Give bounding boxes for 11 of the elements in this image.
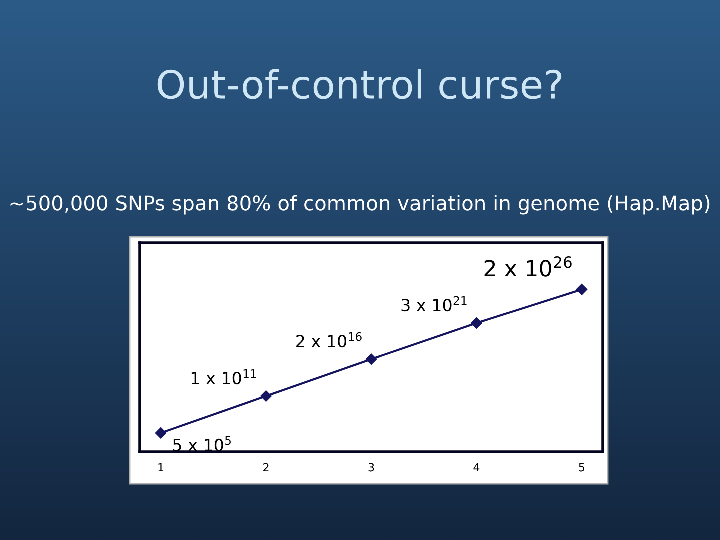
data-label: 2 x 10$^{26}$ <box>484 256 572 277</box>
chart-subtitle: ~500,000 SNPs span 80% of common variation in genome (Hap.Map) <box>10 195 710 215</box>
x-tick-label: 5 <box>579 463 585 472</box>
x-tick-label: 2 <box>264 463 269 472</box>
data-label: 2 x 10$^{16}$ <box>296 332 362 348</box>
chart-title: Out-of-control curse? <box>158 69 562 100</box>
x-tick-label: 3 <box>368 463 374 472</box>
x-tick-label: 4 <box>474 463 480 472</box>
x-tick-label: 1 <box>158 463 164 472</box>
data-label: 3 x 10$^{21}$ <box>402 296 467 312</box>
data-label: 1 x 10$^{11}$ <box>192 369 256 385</box>
